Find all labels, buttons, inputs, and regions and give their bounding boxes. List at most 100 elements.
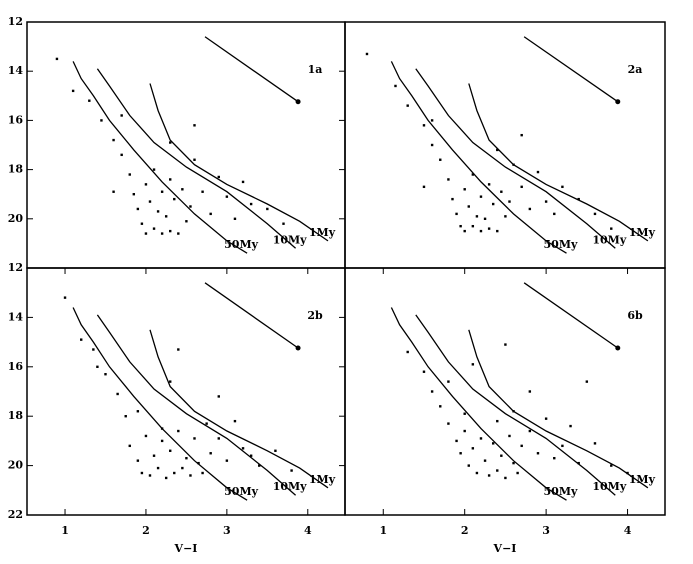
star-point [169,449,172,452]
star-point [500,190,503,193]
star-point [148,474,152,477]
reddening-vector [204,36,299,103]
star-point [479,437,483,440]
reddening-vector [204,282,299,349]
star-point [266,207,269,211]
star-point [508,434,511,438]
isochrone-label: 10My [592,233,626,246]
star-point [144,434,148,438]
star-point [504,476,507,480]
star-point [96,365,99,368]
star-point [169,229,172,233]
star-point [274,449,277,452]
star-point [463,188,466,191]
star-point [430,390,434,393]
isochrone [72,307,248,501]
star-point [225,195,229,198]
star-point [561,185,564,189]
star-point [193,158,196,161]
isochrone-label: 50My [224,238,258,251]
x-tick-label: 3 [223,524,231,537]
star-point [520,185,523,189]
star-point [585,380,589,383]
panel-frame [344,21,666,269]
star-point [80,338,83,341]
star-point [553,212,556,216]
star-point [544,200,548,203]
star-point [516,471,519,475]
star-point [491,202,495,206]
star-point [471,363,475,366]
star-point [120,153,123,157]
star-point [610,227,613,230]
star-point [439,405,442,408]
star-point [136,410,140,413]
isochrone [390,307,567,501]
star-point [536,452,540,455]
star-point [160,439,164,443]
star-point [520,444,523,448]
isochrone-label: 10My [273,480,307,493]
star-point [290,469,293,472]
star-point [504,343,507,346]
isochrone-label: 50My [544,485,578,498]
vector-end [295,99,301,105]
isochrone [96,68,297,249]
star-point [496,419,499,423]
star-point [422,370,426,373]
isochrone-label: 1My [629,226,656,239]
isochrone-label: 50My [544,238,578,251]
star-point [561,444,564,448]
isochrone [468,329,649,489]
star-point [447,178,450,181]
star-point [528,429,532,433]
isochrone [415,68,616,249]
star-point [177,232,180,235]
star-point [164,476,168,480]
star-point [447,422,450,425]
star-point [536,170,540,174]
x-tick-label: 4 [304,524,312,537]
star-point [439,158,442,161]
star-point [471,173,475,176]
y-tick-label: 14 [8,310,24,323]
star-point [148,200,152,203]
star-point [189,205,192,208]
vector-end [615,99,621,105]
star-point [528,207,532,211]
star-point [120,114,123,117]
star-point [185,220,188,223]
star-point [577,197,580,201]
star-point [217,437,220,440]
star-point [479,229,483,233]
y-tick-label: 20 [8,212,24,225]
star-point [528,390,532,393]
star-point [496,229,499,233]
x-axis-label: V−I [174,542,198,555]
panel-label: 1a [308,63,323,76]
star-point [475,471,479,475]
star-point [116,392,119,396]
star-point [455,439,458,443]
star-point [128,444,131,448]
star-point [217,175,220,179]
isochrone-label: 1My [309,473,336,486]
isochrone [390,61,567,254]
x-tick-label: 2 [461,524,469,537]
star-point [209,212,212,216]
star-point [422,124,426,127]
star-point [463,429,466,433]
isochrone [149,329,329,489]
star-point [156,210,160,213]
star-point [467,205,470,208]
panel-frame [26,21,346,269]
star-point [467,464,470,467]
star-point [181,466,184,470]
star-point [136,459,140,462]
star-point [422,185,426,189]
star-point [282,222,285,225]
star-point [92,348,95,351]
star-point [197,461,200,465]
star-point [173,197,176,201]
star-point [225,459,229,462]
